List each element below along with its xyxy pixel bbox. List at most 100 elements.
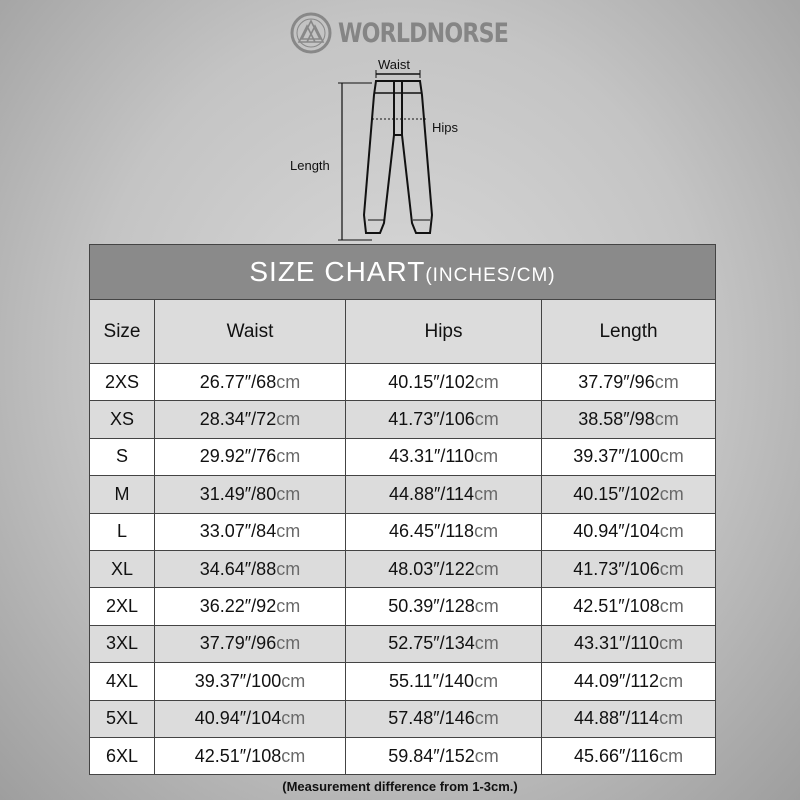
value-text: 26.77″/68: [199, 371, 277, 392]
unit-text: cm: [659, 446, 684, 467]
length-cell: 41.73″/106cm: [541, 549, 716, 589]
unit-text: cm: [474, 409, 499, 430]
value-text: 42.51″/108: [573, 596, 660, 617]
brand-name: WORLDNORSE: [338, 17, 509, 49]
value-text: 33.07″/84: [199, 521, 277, 542]
pants-diagram-icon: [338, 70, 434, 241]
title-unit: (INCHES/CM): [425, 265, 556, 286]
waist-cell: 31.49″/80cm: [154, 475, 346, 514]
size-cell: 2XL: [89, 587, 155, 626]
value-text: 40.15″/102: [388, 371, 475, 392]
unit-text: cm: [276, 558, 301, 579]
hips-cell: 46.45″/118cm: [345, 512, 542, 551]
size-cell: 2XS: [89, 362, 155, 402]
unit-text: cm: [474, 670, 499, 691]
unit-text: cm: [654, 371, 679, 392]
table-title: SIZE CHART(INCHES/CM): [89, 244, 716, 300]
unit-text: cm: [281, 708, 306, 729]
hips-label: Hips: [432, 120, 459, 135]
value-text: 31.49″/80: [199, 483, 277, 504]
unit-text: cm: [474, 745, 499, 766]
value-text: 29.92″/76: [199, 446, 277, 467]
value-text: 38.58″/98: [578, 409, 655, 430]
value-text: 34.64″/88: [199, 558, 277, 579]
value-text: 39.37″/100: [194, 670, 282, 691]
hips-cell: 48.03″/122cm: [345, 549, 542, 589]
length-cell: 40.94″/104cm: [541, 512, 716, 551]
header-size: Size: [89, 299, 155, 364]
size-cell: XL: [89, 549, 155, 589]
value-text: 37.79″/96: [199, 633, 277, 654]
length-cell: 43.31″/110cm: [541, 624, 716, 664]
value-text: 59.84″/152: [388, 745, 475, 766]
value-text: 43.31″/110: [573, 633, 660, 654]
value-text: 42.51″/108: [194, 745, 282, 766]
value-text: 43.31″/110: [388, 446, 475, 467]
header-waist: Waist: [154, 299, 346, 364]
table-row: 3XL 37.79″/96cm 52.75″/134cm 43.31″/110cm: [89, 624, 716, 664]
unit-text: cm: [474, 371, 499, 392]
value-text: 39.37″/100: [573, 446, 660, 467]
table-row: 2XL 36.22″/92cm 50.39″/128cm 42.51″/108cm: [89, 587, 716, 626]
unit-text: cm: [281, 745, 306, 766]
value-text: 50.39″/128: [388, 596, 475, 617]
hips-cell: 43.31″/110cm: [345, 437, 542, 477]
value-text: 48.03″/122: [388, 558, 475, 579]
waist-cell: 29.92″/76cm: [154, 437, 346, 477]
waist-label: Waist: [378, 57, 411, 72]
hips-cell: 59.84″/152cm: [345, 736, 542, 776]
hips-cell: 44.88″/114cm: [345, 475, 542, 514]
unit-text: cm: [659, 670, 684, 691]
value-text: 44.09″/112: [573, 670, 660, 691]
size-cell: 5XL: [89, 699, 155, 738]
waist-cell: 33.07″/84cm: [154, 512, 346, 551]
waist-cell: 40.94″/104cm: [154, 699, 346, 738]
size-chart-table: SIZE CHART(INCHES/CM) Size Waist Hips Le…: [89, 244, 716, 776]
table-row: XL 34.64″/88cm 48.03″/122cm 41.73″/106cm: [89, 549, 716, 589]
waist-cell: 34.64″/88cm: [154, 549, 346, 589]
table-row: M 31.49″/80cm 44.88″/114cm 40.15″/102cm: [89, 475, 716, 514]
hips-cell: 52.75″/134cm: [345, 624, 542, 664]
size-cell: 6XL: [89, 736, 155, 776]
unit-text: cm: [474, 708, 499, 729]
size-cell: 4XL: [89, 662, 155, 701]
length-cell: 44.09″/112cm: [541, 662, 716, 701]
waist-cell: 42.51″/108cm: [154, 736, 346, 776]
value-text: 44.88″/114: [573, 708, 660, 729]
table-row: 4XL 39.37″/100cm 55.11″/140cm 44.09″/112cm: [89, 662, 716, 701]
unit-text: cm: [276, 521, 301, 542]
hips-cell: 57.48″/146cm: [345, 699, 542, 738]
unit-text: cm: [474, 446, 499, 467]
length-cell: 37.79″/96cm: [541, 362, 716, 402]
unit-text: cm: [276, 596, 301, 617]
unit-text: cm: [474, 596, 499, 617]
unit-text: cm: [659, 745, 684, 766]
header-hips: Hips: [345, 299, 542, 364]
unit-text: cm: [276, 409, 301, 430]
hips-cell: 41.73″/106cm: [345, 400, 542, 439]
unit-text: cm: [659, 483, 684, 504]
table-row: 5XL 40.94″/104cm 57.48″/146cm 44.88″/114 cm: [89, 699, 716, 738]
value-text: 40.15″/102: [573, 483, 660, 504]
length-cell: 45.66″/116cm: [541, 736, 716, 776]
length-label: Length: [290, 158, 330, 173]
hips-cell: 50.39″/128cm: [345, 587, 542, 626]
hips-cell: 55.11″/140cm: [345, 662, 542, 701]
value-text: 28.34″/72: [199, 409, 277, 430]
unit-text: cm: [474, 633, 499, 654]
table-row: L 33.07″/84cm 46.45″/118cm 40.94″/104cm: [89, 512, 716, 551]
unit-text: cm: [276, 483, 301, 504]
value-text: 44.88″/114: [388, 483, 475, 504]
table-row: XS 28.34″/72cm 41.73″/106cm 38.58″/98cm: [89, 400, 716, 439]
size-cell: L: [89, 512, 155, 551]
unit-text: cm: [659, 558, 684, 579]
unit-text: cm: [276, 633, 301, 654]
value-text: 37.79″/96: [578, 371, 655, 392]
valknut-logo-icon: [290, 12, 332, 54]
value-text: 46.45″/118: [388, 521, 475, 542]
unit-text: cm: [474, 483, 499, 504]
waist-cell: 37.79″/96cm: [154, 624, 346, 664]
value-text: 41.73″/106: [388, 409, 475, 430]
size-cell: S: [89, 437, 155, 477]
unit-text: cm: [474, 521, 499, 542]
